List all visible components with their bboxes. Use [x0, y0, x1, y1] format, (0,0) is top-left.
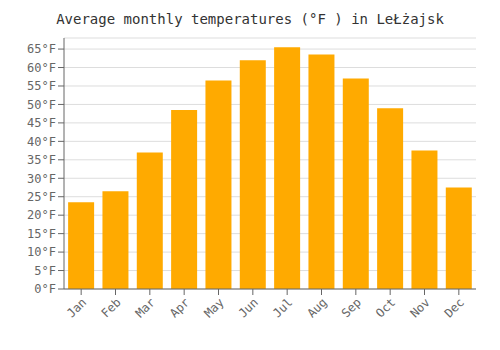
svg-text:15°F: 15°F — [27, 227, 56, 241]
svg-text:Apr: Apr — [167, 295, 192, 320]
svg-text:Oct: Oct — [373, 295, 398, 320]
svg-text:50°F: 50°F — [27, 98, 56, 112]
svg-text:55°F: 55°F — [27, 79, 56, 93]
svg-text:May: May — [201, 295, 226, 320]
svg-text:30°F: 30°F — [27, 172, 56, 186]
svg-text:40°F: 40°F — [27, 135, 56, 149]
svg-text:Mar: Mar — [133, 295, 158, 320]
svg-text:25°F: 25°F — [27, 190, 56, 204]
svg-text:Nov: Nov — [407, 295, 432, 320]
svg-text:Jan: Jan — [64, 295, 89, 320]
svg-text:45°F: 45°F — [27, 116, 56, 130]
svg-text:Sep: Sep — [339, 295, 364, 320]
svg-text:20°F: 20°F — [27, 208, 56, 222]
svg-text:0°F: 0°F — [34, 282, 56, 296]
svg-text:Jul: Jul — [270, 295, 295, 320]
svg-text:60°F: 60°F — [27, 61, 56, 75]
svg-text:Dec: Dec — [442, 295, 467, 320]
svg-text:35°F: 35°F — [27, 153, 56, 167]
svg-text:10°F: 10°F — [27, 245, 56, 259]
html-text:Average monthly temperatures (: Average monthly temperatures (°F ) in Le… — [56, 11, 444, 27]
svg-text:Aug: Aug — [304, 295, 329, 320]
svg-text:65°F: 65°F — [27, 42, 56, 56]
svg-text:Feb: Feb — [98, 295, 123, 320]
svg-text:Jun: Jun — [236, 295, 261, 320]
svg-text:5°F: 5°F — [34, 264, 56, 278]
